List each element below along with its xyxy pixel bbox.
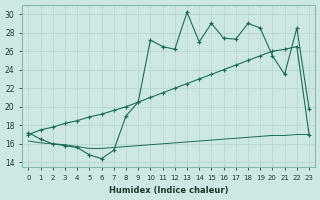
X-axis label: Humidex (Indice chaleur): Humidex (Indice chaleur) [109, 186, 228, 195]
